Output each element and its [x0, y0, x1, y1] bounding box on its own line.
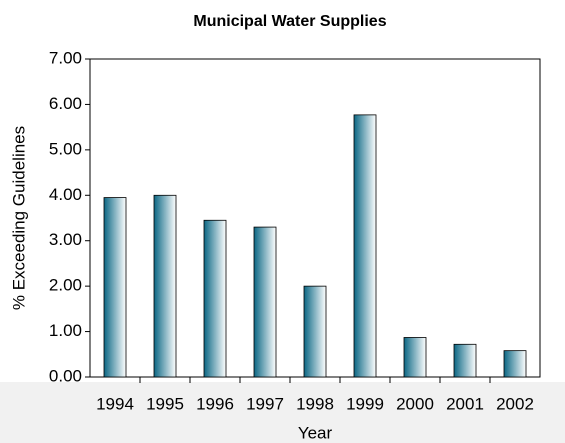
x-tick-label: 1995	[146, 394, 184, 413]
y-tick-label: 0.00	[49, 366, 82, 385]
x-tick-label: 1994	[96, 394, 134, 413]
y-tick-label: 5.00	[49, 139, 82, 158]
y-tick-label: 1.00	[49, 321, 82, 340]
bar	[453, 343, 477, 378]
bar	[503, 350, 527, 378]
y-tick-label: 7.00	[49, 48, 82, 67]
chart-title: Municipal Water Supplies	[193, 13, 386, 30]
x-axis-label: Year	[298, 423, 333, 442]
y-tick-label: 2.00	[49, 276, 82, 295]
x-tick-label: 1998	[296, 394, 334, 413]
bar	[403, 337, 427, 378]
bar	[153, 194, 177, 378]
x-tick-label: 2002	[496, 394, 534, 413]
y-tick-label: 4.00	[49, 185, 82, 204]
bar	[103, 197, 127, 378]
bar	[253, 226, 277, 378]
x-tick-label: 1999	[346, 394, 384, 413]
bar	[303, 285, 327, 378]
bar	[203, 219, 227, 378]
footer-band	[0, 382, 565, 443]
x-tick-label: 1996	[196, 394, 234, 413]
x-tick-label: 1997	[246, 394, 284, 413]
bar	[353, 114, 377, 378]
y-tick-label: 3.00	[49, 230, 82, 249]
x-tick-label: 2000	[396, 394, 434, 413]
y-axis-label: % Exceeding Guidelines	[9, 126, 28, 310]
y-tick-label: 6.00	[49, 94, 82, 113]
x-tick-label: 2001	[446, 394, 484, 413]
